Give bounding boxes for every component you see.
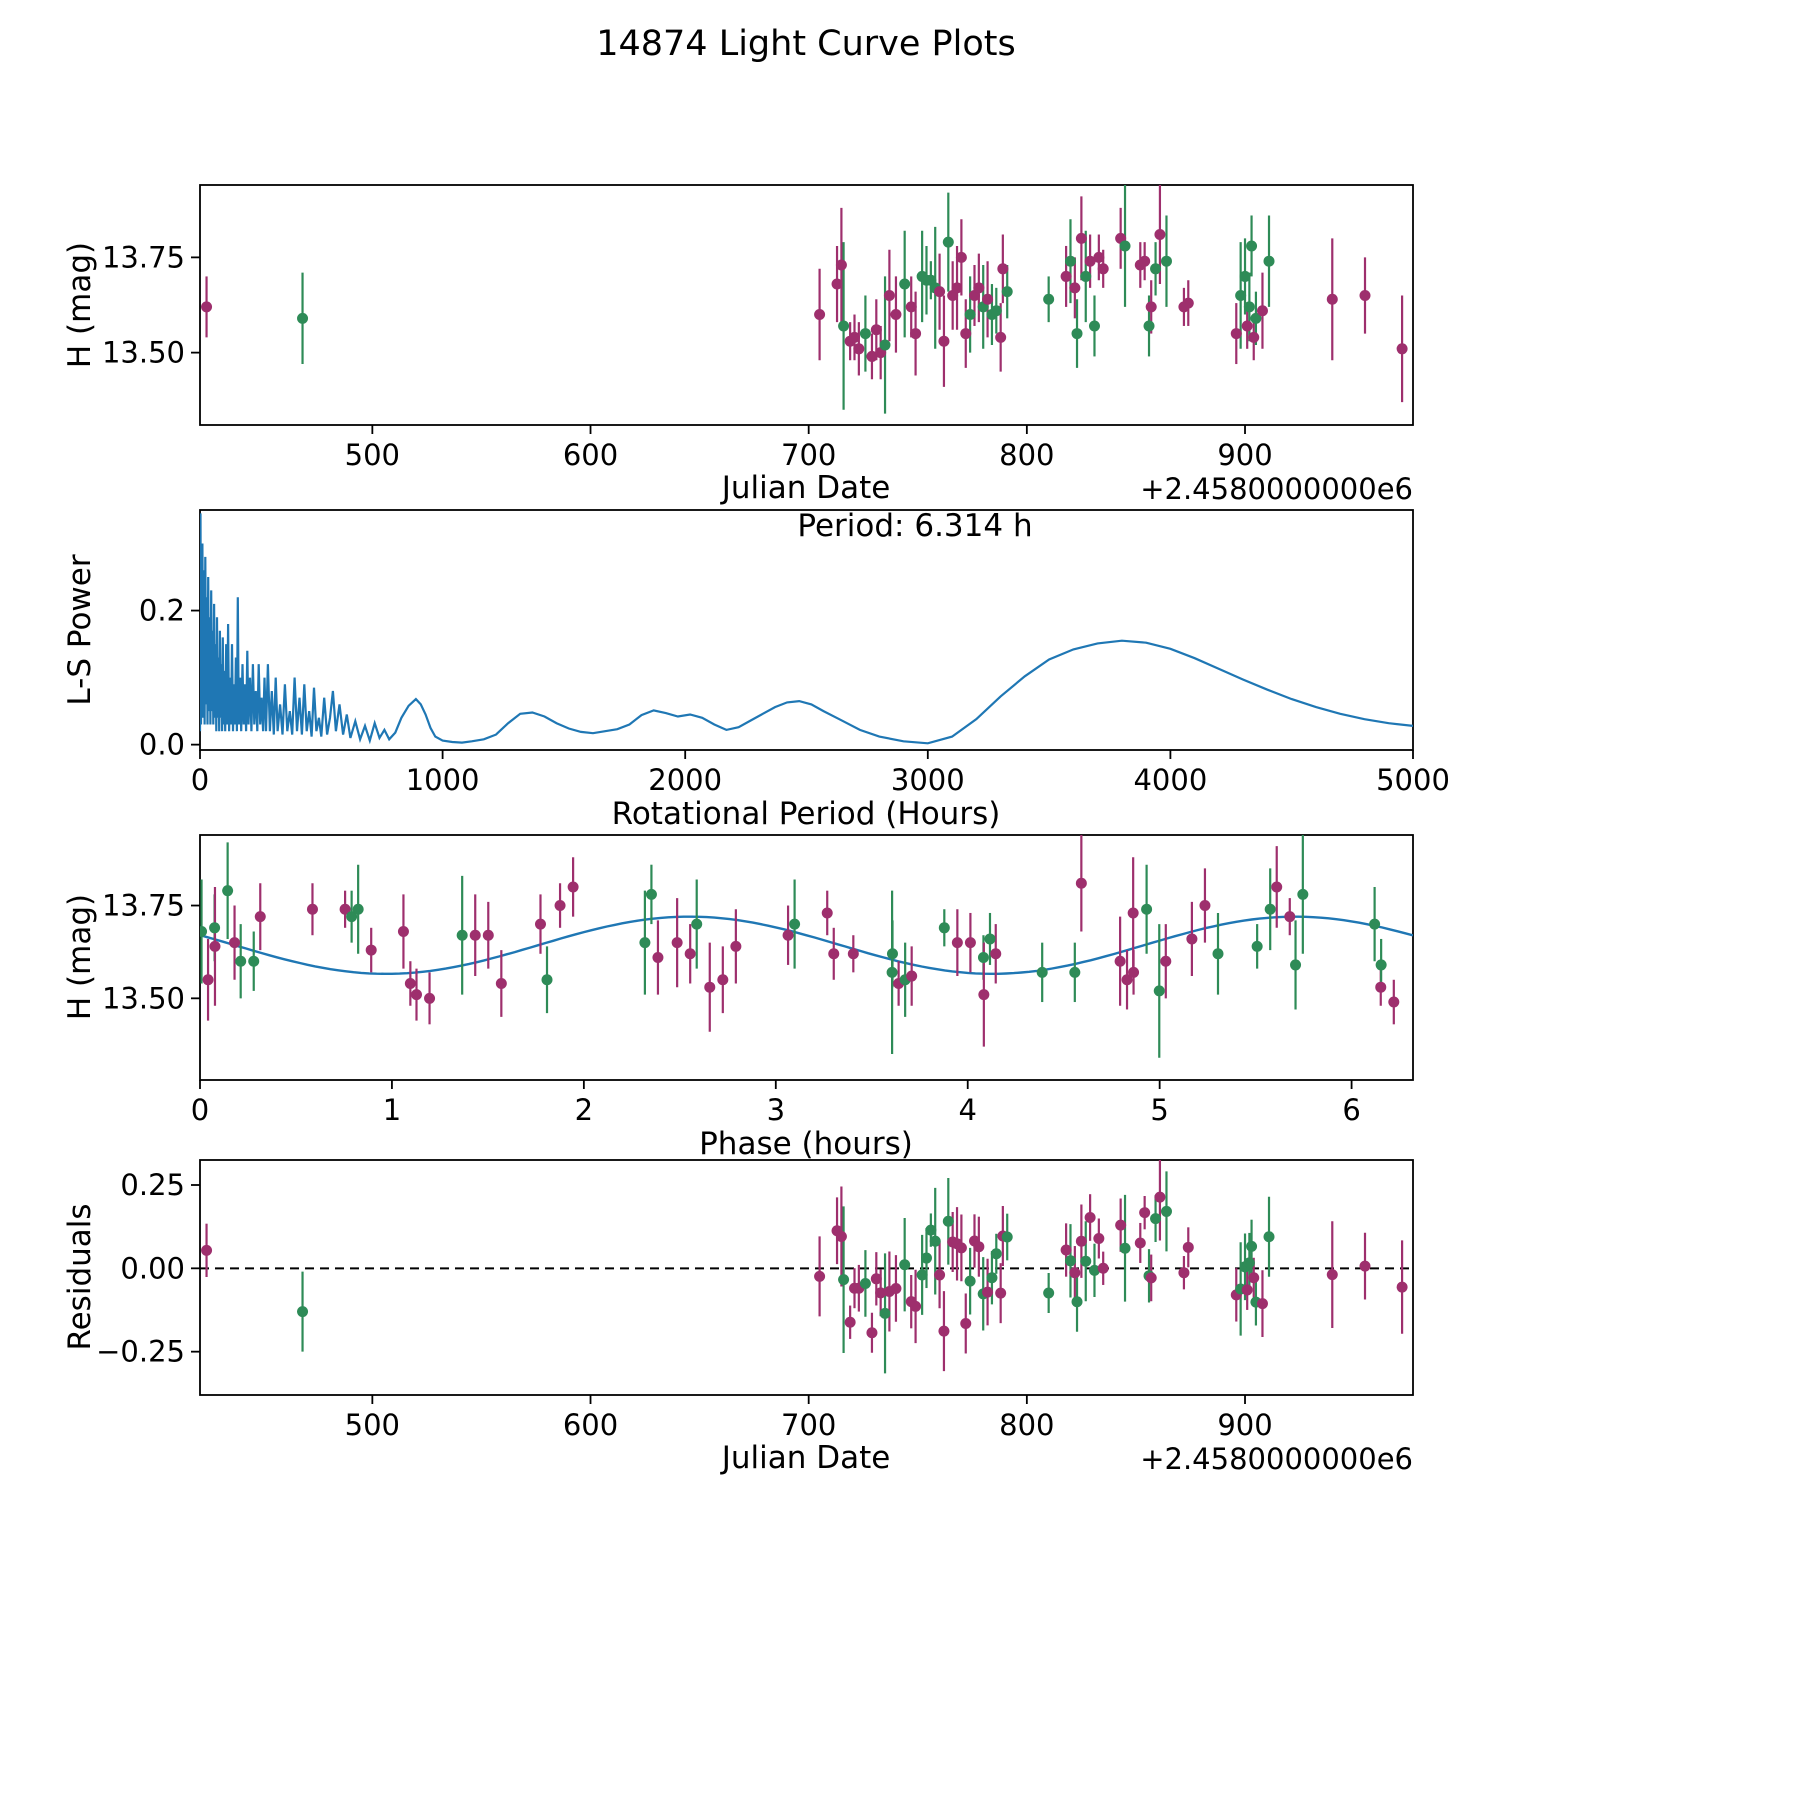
plot2-y-axis-label: L-S Power: [62, 554, 98, 706]
svg-text:0: 0: [191, 1093, 209, 1127]
period-annotation: Period: 6.314 h: [797, 508, 1033, 544]
svg-text:5000: 5000: [1376, 763, 1450, 797]
svg-text:0.00: 0.00: [120, 1251, 185, 1285]
svg-text:0.2: 0.2: [139, 594, 185, 628]
periodogram-axes: 0 1000 2000 3000 4000 5000 0.0 0.2: [139, 509, 1450, 797]
fit-curve: [200, 915, 1413, 975]
svg-text:−0.25: −0.25: [96, 1335, 185, 1369]
plot1-x-axis-offset-text: +2.4580000000e6: [1140, 472, 1413, 506]
light-curve-axes: 500 600 700 800 900 13.50 13.75: [102, 184, 1414, 472]
svg-text:1: 1: [383, 1093, 401, 1127]
plot3-x-axis-label: Phase (hours): [699, 1126, 913, 1162]
light-curve-data: [201, 185, 1408, 414]
phase-data: [200, 835, 1413, 1058]
svg-text:6: 6: [1342, 1093, 1360, 1127]
svg-text:700: 700: [781, 1408, 836, 1442]
plot4-y-axis-label: Residuals: [62, 1203, 98, 1351]
svg-text:600: 600: [563, 1408, 618, 1442]
svg-text:4: 4: [958, 1093, 976, 1127]
svg-text:600: 600: [563, 438, 618, 472]
residuals-data: [200, 1160, 1413, 1374]
svg-text:1000: 1000: [406, 763, 480, 797]
svg-text:2000: 2000: [648, 763, 722, 797]
figure-title: 14874 Light Curve Plots: [596, 24, 1016, 64]
svg-text:0.0: 0.0: [139, 728, 185, 762]
svg-text:500: 500: [345, 1408, 400, 1442]
svg-text:700: 700: [781, 438, 836, 472]
svg-text:13.75: 13.75: [102, 889, 185, 923]
svg-text:2: 2: [575, 1093, 593, 1127]
svg-text:900: 900: [1217, 438, 1272, 472]
svg-text:13.50: 13.50: [102, 981, 185, 1015]
residual-points: [201, 1160, 1408, 1374]
svg-text:3: 3: [767, 1093, 785, 1127]
plot2-x-axis-label: Rotational Period (Hours): [611, 796, 1001, 832]
svg-text:800: 800: [999, 1408, 1054, 1442]
svg-text:5: 5: [1150, 1093, 1168, 1127]
svg-text:13.50: 13.50: [102, 336, 185, 370]
plot1-y-axis-label: H (mag): [62, 241, 98, 369]
svg-text:4000: 4000: [1133, 763, 1207, 797]
residuals-axes: 500 600 700 800 900 −0.25 0.00 0.25: [96, 1159, 1414, 1442]
svg-text:800: 800: [999, 438, 1054, 472]
periodogram-line: [200, 513, 1413, 745]
svg-text:13.75: 13.75: [102, 240, 185, 274]
plot1-x-axis-label: Julian Date: [721, 470, 891, 506]
phase-folded-axes: 0 1 2 3 4 5 6 13.50 13.75: [102, 834, 1414, 1127]
light-curve-points: [201, 185, 1408, 414]
svg-text:0.25: 0.25: [120, 1168, 185, 1202]
svg-text:0: 0: [191, 763, 209, 797]
plot4-x-axis-label: Julian Date: [721, 1440, 891, 1476]
svg-text:500: 500: [345, 438, 400, 472]
phase-points: [200, 835, 1400, 1058]
plot4-x-axis-offset-text: +2.4580000000e6: [1140, 1442, 1413, 1476]
svg-text:3000: 3000: [891, 763, 965, 797]
svg-text:900: 900: [1217, 1408, 1272, 1442]
plot3-y-axis-label: H (mag): [62, 893, 98, 1021]
periodogram-data: [200, 513, 1413, 745]
